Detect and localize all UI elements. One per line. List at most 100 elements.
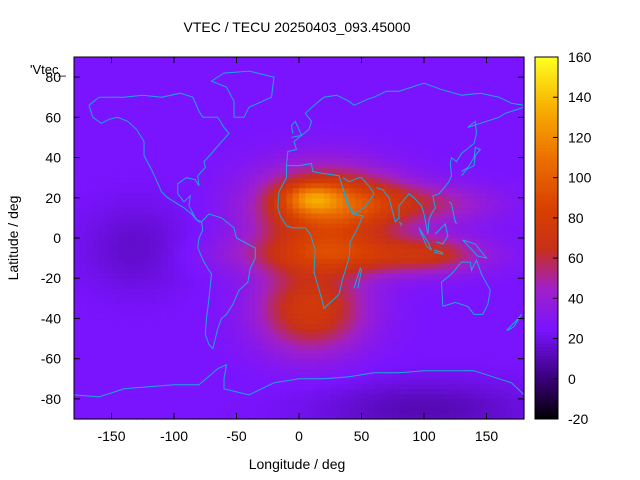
heatmap-cell — [386, 112, 394, 118]
heatmap-cell — [486, 243, 494, 249]
heatmap-cell — [124, 358, 131, 365]
heatmap-cell — [317, 112, 325, 118]
heatmap-cell — [430, 263, 438, 269]
heatmap-cell — [105, 378, 113, 385]
heatmap-cell — [230, 283, 238, 289]
heatmap-cell — [267, 192, 275, 199]
heatmap-cell — [292, 202, 300, 209]
heatmap-cell — [392, 313, 400, 320]
heatmap-cell — [292, 57, 300, 63]
heatmap-cell — [299, 298, 306, 304]
heatmap-cell — [324, 268, 331, 274]
heatmap-cell — [142, 202, 150, 209]
heatmap-cell — [267, 112, 275, 118]
heatmap-cell — [180, 338, 188, 345]
heatmap-cell — [411, 187, 419, 194]
heatmap-cell — [474, 323, 481, 330]
heatmap-cell — [436, 202, 444, 209]
heatmap-cell — [299, 167, 306, 174]
heatmap-cell — [417, 62, 425, 68]
heatmap-cell — [80, 107, 88, 113]
heatmap-cell — [255, 227, 263, 234]
heatmap-cell — [399, 288, 406, 294]
heatmap-cell — [267, 368, 275, 375]
heatmap-cell — [211, 162, 219, 169]
heatmap-cell — [167, 202, 175, 209]
heatmap-cell — [267, 383, 275, 390]
heatmap-cell — [474, 358, 481, 365]
heatmap-cell — [136, 298, 144, 304]
heatmap-cell — [111, 408, 119, 415]
heatmap-cell — [311, 398, 319, 405]
heatmap-cell — [249, 122, 256, 128]
heatmap-cell — [292, 318, 300, 325]
heatmap-cell — [492, 132, 500, 139]
heatmap-cell — [74, 127, 81, 134]
heatmap-cell — [374, 177, 381, 184]
heatmap-cell — [292, 132, 300, 139]
heatmap-cell — [161, 127, 169, 134]
heatmap-cell — [224, 393, 231, 400]
heatmap-cell — [349, 182, 356, 189]
heatmap-cell — [405, 232, 413, 239]
heatmap-cell — [380, 77, 388, 83]
heatmap-cell — [405, 202, 413, 209]
heatmap-cell — [217, 97, 225, 103]
heatmap-cell — [217, 127, 225, 134]
heatmap-cell — [149, 373, 156, 380]
heatmap-cell — [242, 283, 250, 289]
heatmap-cell — [186, 72, 194, 78]
heatmap-cell — [92, 67, 100, 73]
heatmap-cell — [92, 298, 100, 304]
heatmap-cell — [405, 373, 413, 380]
heatmap-cell — [274, 388, 281, 395]
heatmap-cell — [474, 283, 481, 289]
heatmap-cell — [486, 87, 494, 93]
heatmap-cell — [342, 318, 350, 325]
heatmap-cell — [92, 207, 100, 214]
heatmap-cell — [261, 338, 269, 345]
heatmap-cell — [442, 92, 450, 98]
heatmap-cell — [142, 313, 150, 320]
heatmap-cell — [286, 57, 294, 63]
heatmap-cell — [111, 308, 119, 315]
heatmap-cell — [142, 122, 150, 128]
heatmap-cell — [99, 273, 106, 279]
heatmap-cell — [280, 348, 288, 355]
heatmap-cell — [324, 102, 331, 108]
heatmap-cell — [117, 273, 125, 279]
heatmap-cell — [286, 92, 294, 98]
heatmap-cell — [467, 353, 475, 360]
heatmap-cell — [392, 303, 400, 309]
heatmap-cell — [380, 398, 388, 405]
heatmap-cell — [280, 102, 288, 108]
heatmap-cell — [99, 308, 106, 315]
heatmap-cell — [99, 343, 106, 350]
heatmap-cell — [236, 293, 244, 299]
heatmap-cell — [199, 273, 206, 279]
heatmap-cell — [467, 152, 475, 159]
heatmap-cell — [474, 187, 481, 194]
heatmap-cell — [205, 72, 213, 78]
heatmap-cell — [442, 278, 450, 284]
heatmap-cell — [367, 117, 375, 123]
heatmap-cell — [367, 268, 375, 274]
heatmap-cell — [499, 197, 506, 204]
heatmap-cell — [167, 353, 175, 360]
heatmap-cell — [424, 232, 431, 239]
heatmap-cell — [161, 403, 169, 410]
heatmap-cell — [105, 207, 113, 214]
heatmap-cell — [92, 112, 100, 118]
heatmap-cell — [74, 408, 81, 415]
heatmap-cell — [299, 197, 306, 204]
heatmap-cell — [367, 278, 375, 284]
heatmap-cell — [236, 157, 244, 164]
heatmap-cell — [92, 227, 100, 234]
heatmap-cell — [267, 293, 275, 299]
heatmap-cell — [467, 248, 475, 254]
heatmap-cell — [386, 398, 394, 405]
heatmap-cell — [242, 132, 250, 139]
heatmap-cell — [136, 318, 144, 325]
heatmap-cell — [455, 388, 463, 395]
heatmap-cell — [392, 253, 400, 259]
